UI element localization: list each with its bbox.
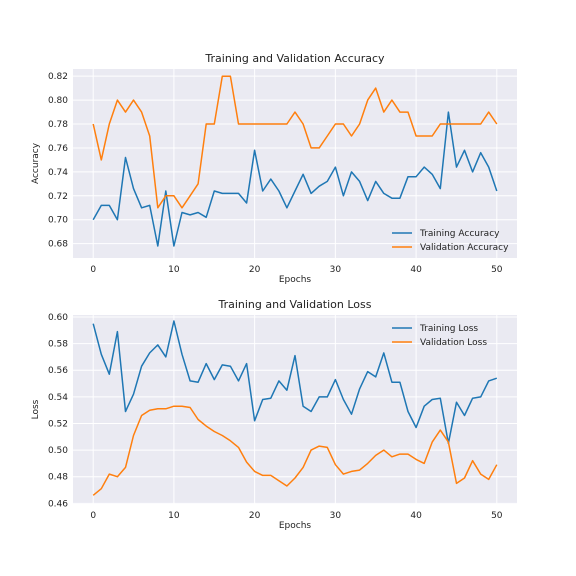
y-tick-label: 0.46 (48, 499, 68, 509)
x-tick-label: 30 (330, 511, 342, 521)
grid (73, 315, 517, 504)
y-tick-label: 0.82 (48, 72, 68, 82)
y-tick-label: 0.48 (48, 473, 68, 483)
x-tick-label: 20 (249, 265, 261, 275)
legend-label: Training Accuracy (419, 229, 500, 239)
x-axis-label: Epochs (279, 275, 312, 285)
x-tick-label: 0 (90, 265, 96, 275)
x-tick-label: 40 (410, 265, 422, 275)
y-axis-label: Loss (31, 399, 41, 419)
x-tick-label: 0 (90, 511, 96, 521)
chart-loss: 0 10 20 30 40 50 0.46 0.48 0.50 0.52 0.54 0.56 0.58 0… (31, 298, 517, 531)
x-axis-label: Epochs (279, 521, 312, 531)
series-line-training-loss (92, 320, 498, 445)
x-tick-label: 20 (249, 511, 261, 521)
legend: Training Accuracy Validation Accuracy (392, 229, 509, 253)
y-tick-label: 0.60 (48, 313, 68, 323)
y-axis-label: Accuracy (31, 142, 41, 184)
y-tick-label: 0.58 (48, 340, 68, 350)
x-tick-label: 50 (491, 265, 503, 275)
y-tick-label: 0.56 (48, 366, 68, 376)
chart-title: Training and Validation Loss (217, 298, 371, 311)
chart-title: Training and Validation Accuracy (204, 52, 385, 65)
y-tick-label: 0.80 (48, 96, 68, 106)
y-tick-label: 0.72 (48, 192, 68, 202)
y-tick-label: 0.76 (48, 144, 68, 154)
series-line-validation-loss (92, 405, 498, 496)
y-tick-label: 0.70 (48, 216, 68, 226)
legend-label: Validation Loss (420, 338, 487, 348)
legend-label: Validation Accuracy (420, 243, 509, 253)
x-tick-label: 10 (168, 511, 180, 521)
y-tick-label: 0.52 (48, 419, 68, 429)
y-tick-label: 0.50 (48, 446, 68, 456)
chart-accuracy: 0 10 20 30 40 50 0.68 0.70 0.72 0.74 0.76 0.78 0.80 0… (31, 52, 517, 285)
legend-label: Training Loss (419, 324, 478, 334)
y-tick-label: 0.78 (48, 120, 68, 130)
legend: Training Loss Validation Loss (392, 324, 487, 348)
y-tick-label: 0.68 (48, 240, 68, 250)
x-tick-label: 40 (410, 511, 422, 521)
y-tick-label: 0.54 (48, 393, 68, 403)
y-tick-label: 0.74 (48, 168, 68, 178)
x-tick-label: 10 (168, 265, 180, 275)
series-line-validation-accuracy (92, 75, 498, 209)
grid (73, 69, 517, 258)
series-line-training-accuracy (92, 111, 498, 247)
x-tick-label: 50 (491, 511, 503, 521)
x-tick-label: 30 (330, 265, 342, 275)
